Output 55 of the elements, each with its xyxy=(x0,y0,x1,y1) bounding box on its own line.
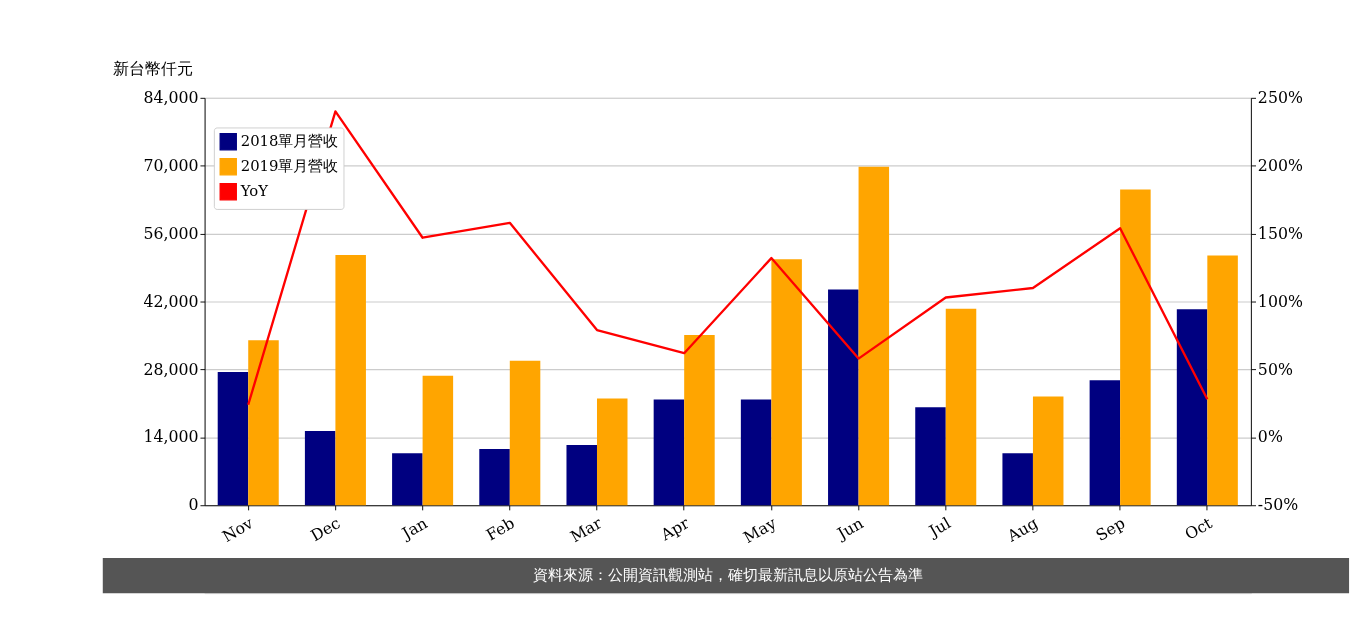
y2-tick-label: 200% xyxy=(1257,155,1303,175)
bar xyxy=(248,340,279,506)
x-tick-label: May xyxy=(740,513,780,547)
bar xyxy=(566,445,597,506)
bar xyxy=(1207,255,1238,506)
y2-tick-label: 100% xyxy=(1257,291,1303,311)
bar xyxy=(392,453,423,506)
bar xyxy=(740,399,772,506)
x-tick-label: Aug xyxy=(1003,513,1041,547)
bar xyxy=(509,360,541,506)
bar xyxy=(915,407,946,506)
legend-label: 2019單月營收 xyxy=(240,157,339,175)
y-tick-label: 28,000 xyxy=(143,359,199,379)
bar xyxy=(684,335,715,506)
y-tick-label: 14,000 xyxy=(143,427,199,447)
y2-tick-label: 250% xyxy=(1257,87,1303,107)
x-tick-label: Nov xyxy=(218,513,257,546)
x-tick-label: Dec xyxy=(307,513,344,546)
y-tick-label: 56,000 xyxy=(143,223,199,243)
bar xyxy=(217,371,249,506)
x-tick-label: Jun xyxy=(832,513,867,545)
x-tick-label: Sep xyxy=(1092,513,1129,545)
legend-label: YoY xyxy=(239,182,269,200)
y2-tick-label: 0% xyxy=(1257,427,1283,447)
x-tick-label: Jul xyxy=(923,513,954,542)
source-note: 資料來源：公開資訊觀測站，確切最新訊息以原站公告為準 xyxy=(532,566,923,584)
legend-label: 2018單月營收 xyxy=(240,132,339,150)
y-axis-title: 新台幣仟元 xyxy=(112,59,193,79)
bar xyxy=(335,254,366,506)
bar xyxy=(1120,189,1151,506)
bar xyxy=(653,399,685,506)
x-tick-label: Feb xyxy=(482,513,518,545)
bar xyxy=(945,308,977,506)
bar xyxy=(596,398,628,506)
bar xyxy=(1089,380,1121,506)
y-tick-label: 70,000 xyxy=(143,155,199,175)
bar xyxy=(1176,309,1208,506)
y2-tick-label: 150% xyxy=(1257,223,1303,243)
bar xyxy=(1002,453,1033,506)
bar xyxy=(828,289,859,506)
bar xyxy=(858,166,890,506)
bar xyxy=(771,259,802,506)
y-tick-label: 0 xyxy=(188,495,199,515)
bar xyxy=(304,431,336,506)
y2-tick-label: -50% xyxy=(1257,495,1299,515)
x-tick-label: Oct xyxy=(1181,513,1216,544)
x-tick-label: Mar xyxy=(566,513,606,547)
y-tick-label: 42,000 xyxy=(143,291,199,311)
x-tick-label: Jan xyxy=(397,513,431,544)
bar xyxy=(479,449,510,506)
y2-tick-label: 50% xyxy=(1257,359,1293,379)
bar xyxy=(1032,396,1064,506)
y-tick-label: 84,000 xyxy=(143,87,199,107)
x-tick-label: Apr xyxy=(656,513,693,545)
bar xyxy=(422,375,454,506)
